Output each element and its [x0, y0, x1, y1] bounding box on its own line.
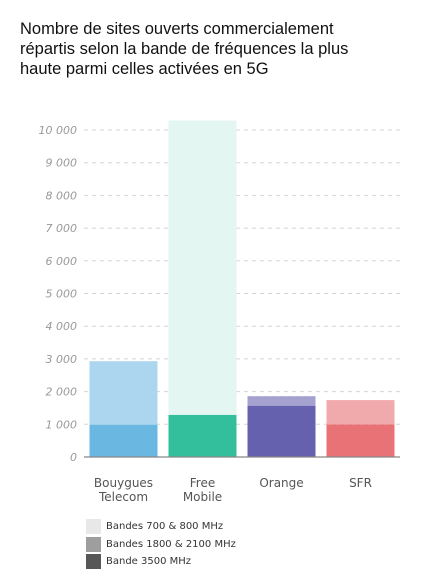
y-tick-label: 0 — [70, 451, 77, 464]
x-category-label: Mobile — [183, 490, 222, 504]
bar-segment — [168, 120, 237, 415]
y-tick-label: 9 000 — [46, 157, 78, 170]
legend-swatch — [86, 554, 101, 570]
legend-item: Bande 3500 MHz — [86, 553, 236, 571]
x-category-label: SFR — [349, 476, 372, 490]
legend-label: Bandes 1800 & 2100 MHz — [106, 538, 236, 550]
x-category-label: Telecom — [98, 490, 148, 504]
y-tick-label: 1 000 — [46, 418, 78, 431]
y-tick-label: 3 000 — [46, 353, 78, 366]
legend-item: Bandes 700 & 800 MHz — [86, 518, 236, 536]
y-tick-label: 6 000 — [46, 255, 78, 268]
bar-segment — [247, 396, 316, 406]
bar-segment — [89, 424, 158, 457]
chart-title: Nombre de sites ouverts commercialement … — [20, 19, 440, 79]
bar-segment — [326, 400, 395, 425]
x-category-label: Orange — [259, 476, 303, 490]
y-tick-label: 7 000 — [46, 222, 78, 235]
chart-title-line: haute parmi celles activées en 5G — [20, 60, 269, 78]
y-tick-label: 8 000 — [46, 189, 78, 202]
legend-item: Bandes 1800 & 2100 MHz — [86, 536, 236, 554]
legend-label: Bandes 700 & 800 MHz — [106, 521, 224, 533]
legend-label: Bande 3500 MHz — [106, 556, 192, 568]
chart-title-line: répartis selon la bande de fréquences la… — [20, 40, 349, 58]
chart-title-line: Nombre de sites ouverts commercialement — [20, 20, 334, 38]
bar-segment — [168, 414, 237, 457]
legend: Bandes 700 & 800 MHz Bandes 1800 & 2100 … — [86, 518, 236, 571]
legend-swatch — [86, 519, 101, 535]
y-tick-label: 5 000 — [46, 288, 78, 301]
x-category-label: Free — [190, 476, 215, 490]
bar-segment — [247, 405, 316, 457]
y-tick-label: 10 000 — [39, 124, 78, 137]
y-tick-label: 4 000 — [46, 320, 78, 333]
y-tick-label: 2 000 — [46, 386, 78, 399]
x-category-label: Bouygues — [94, 476, 153, 490]
bar-segment — [326, 424, 395, 457]
bar-segment — [89, 361, 158, 425]
legend-swatch — [86, 536, 101, 552]
